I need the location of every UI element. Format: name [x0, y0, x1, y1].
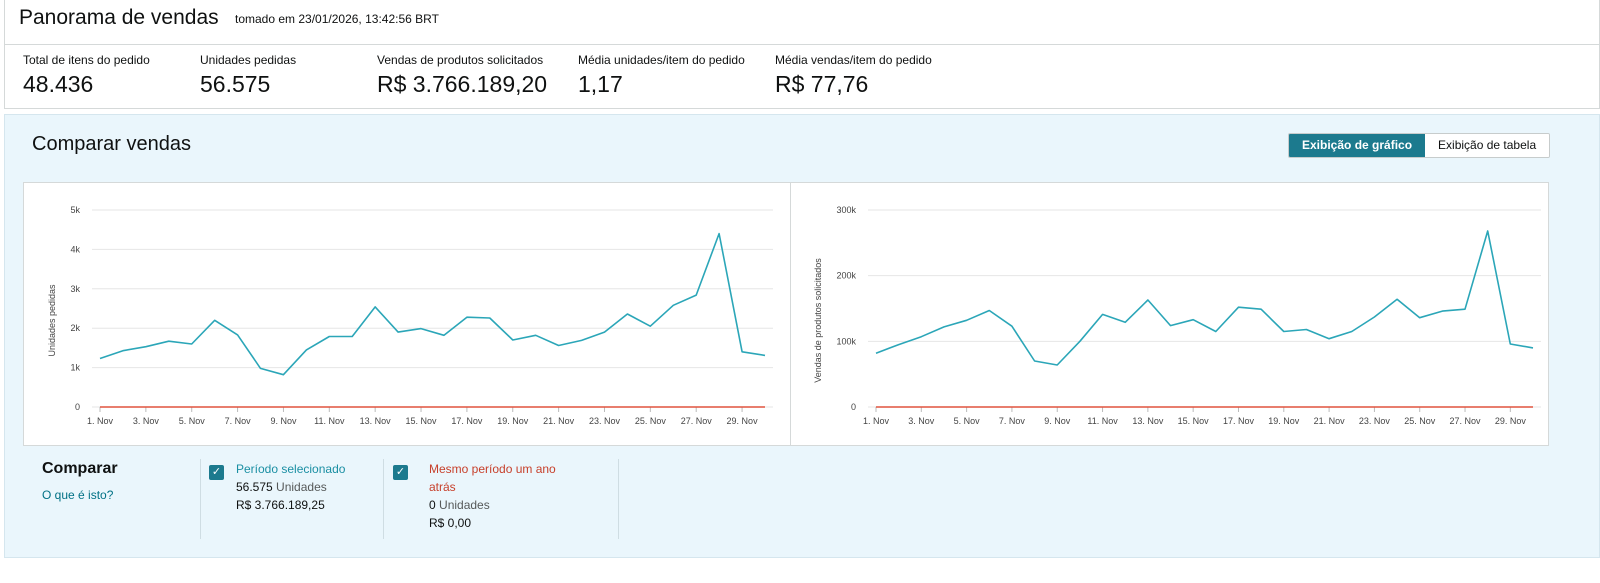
x-tick-label: 5. Nov: [179, 416, 206, 426]
compare-sales-panel: Comparar vendas Exibição de gráfico Exib…: [4, 114, 1600, 558]
table-view-button[interactable]: Exibição de tabela: [1425, 134, 1550, 157]
x-tick-label: 7. Nov: [999, 416, 1026, 426]
legend-separator: [383, 459, 384, 539]
metric-units: Unidades pedidas 56.575: [200, 53, 296, 98]
legend-separator: [200, 459, 201, 539]
metric-value: 1,17: [578, 71, 623, 97]
x-tick-label: 25. Nov: [1404, 416, 1436, 426]
legend-item-amount: R$ 0,00: [429, 516, 472, 530]
x-tick-label: 19. Nov: [497, 416, 529, 426]
x-tick-label: 7. Nov: [225, 416, 252, 426]
legend-separator: [618, 459, 619, 539]
y-tick-label: 3k: [70, 284, 80, 294]
metric-sales: Vendas de produtos solicitados R$ 3.766.…: [377, 53, 547, 98]
metric-label: Média unidades/item do pedido: [578, 53, 745, 67]
metric-value: 56.575: [200, 71, 271, 97]
y-tick-label: 2k: [70, 323, 80, 333]
x-tick-label: 3. Nov: [133, 416, 160, 426]
x-tick-label: 1. Nov: [863, 416, 890, 426]
x-tick-label: 25. Nov: [635, 416, 667, 426]
timestamp: tomado em 23/01/2026, 13:42:56 BRT: [235, 12, 439, 26]
x-tick-label: 9. Nov: [270, 416, 297, 426]
series-line[interactable]: [99, 232, 766, 376]
x-tick-label: 11. Nov: [1087, 416, 1118, 426]
charts-container: 0 1k 2k 3k 4k 5k 1. Nov 3. Nov 5. Nov 7. Nov 9. No…: [23, 182, 1549, 446]
x-tick-label: 3. Nov: [908, 416, 935, 426]
x-tick-label: 27. Nov: [681, 416, 713, 426]
x-tick-label: 19. Nov: [1268, 416, 1300, 426]
x-tick-label: 27. Nov: [1450, 416, 1482, 426]
x-tick-label: 17. Nov: [1223, 416, 1255, 426]
y-axis-label: Vendas de produtos solicitados: [813, 258, 823, 383]
metric-label: Vendas de produtos solicitados: [377, 53, 544, 67]
y-tick-label: 100k: [836, 336, 856, 346]
metric-avg-sales: Média vendas/item do pedido R$ 77,76: [775, 53, 932, 98]
y-tick-label: 200k: [836, 271, 856, 281]
legend-item-label: Período selecionado: [236, 462, 346, 476]
y-tick-label: 0: [851, 402, 856, 412]
metric-value: R$ 77,76: [775, 71, 869, 97]
metric-total-items: Total de itens do pedido 48.436: [23, 53, 150, 98]
x-tick-label: 15. Nov: [406, 416, 438, 426]
metric-value: R$ 3.766.189,20: [377, 71, 548, 97]
metric-avg-units: Média unidades/item do pedido 1,17: [578, 53, 745, 98]
series-line[interactable]: [875, 230, 1534, 366]
legend-item-label: Mesmo período um ano atrás: [429, 462, 556, 494]
sales-chart: 0 100k 200k 300k 1. Nov 3. Nov 5. Nov 7. Nov 9. …: [813, 205, 1541, 426]
graph-view-button[interactable]: Exibição de gráfico: [1289, 134, 1426, 157]
last-year-checkbox[interactable]: ✓: [393, 465, 408, 480]
page-header: Panorama de vendas tomado em 23/01/2026,…: [4, 0, 1600, 45]
y-tick-label: 5k: [70, 205, 80, 215]
x-tick-label: 1. Nov: [87, 416, 114, 426]
compare-title: Comparar vendas: [32, 133, 191, 155]
x-tick-label: 29. Nov: [1495, 416, 1527, 426]
units-chart: 0 1k 2k 3k 4k 5k 1. Nov 3. Nov 5. Nov 7. Nov 9. No…: [47, 205, 773, 426]
x-tick-label: 15. Nov: [1178, 416, 1210, 426]
x-tick-label: 29. Nov: [727, 416, 759, 426]
legend-item-unit: Unidades: [276, 480, 327, 494]
x-tick-label: 21. Nov: [1314, 416, 1346, 426]
metric-label: Total de itens do pedido: [23, 53, 150, 67]
metric-label: Unidades pedidas: [200, 53, 297, 67]
metrics-bar: Total de itens do pedido 48.436 Unidades…: [4, 45, 1600, 109]
x-tick-label: 13. Nov: [1132, 416, 1164, 426]
compare-legend-title: Comparar: [42, 460, 118, 477]
x-tick-label: 21. Nov: [543, 416, 575, 426]
legend-item-selected: Período selecionado 56.575 Unidades R$ 3…: [236, 460, 376, 514]
x-tick-label: 23. Nov: [589, 416, 621, 426]
x-tick-label: 17. Nov: [451, 416, 483, 426]
legend-item-amount: R$ 3.766.189,25: [236, 498, 325, 512]
y-tick-label: 1k: [70, 363, 80, 373]
x-tick-label: 13. Nov: [360, 416, 392, 426]
legend-item-count: 56.575: [236, 480, 273, 494]
x-tick-label: 23. Nov: [1359, 416, 1391, 426]
legend-item-count: 0: [429, 498, 436, 512]
metric-value: 48.436: [23, 71, 94, 97]
y-tick-label: 0: [75, 402, 80, 412]
legend-item-last-year: Mesmo período um ano atrás 0 Unidades R$…: [429, 460, 579, 532]
y-axis-label: Unidades pedidas: [47, 284, 57, 357]
x-tick-label: 9. Nov: [1044, 416, 1071, 426]
x-tick-label: 5. Nov: [954, 416, 981, 426]
x-tick-label: 11. Nov: [314, 416, 345, 426]
compare-legend: Comparar O que é isto? ✓ Período selecio…: [5, 455, 1600, 545]
view-toggle: Exibição de gráfico Exibição de tabela: [1288, 133, 1551, 158]
page-title: Panorama de vendas: [19, 6, 219, 29]
y-tick-label: 300k: [836, 205, 856, 215]
what-is-this-link[interactable]: O que é isto?: [42, 488, 114, 502]
legend-item-unit: Unidades: [439, 498, 490, 512]
chart-divider: [790, 183, 791, 445]
selected-period-checkbox[interactable]: ✓: [209, 465, 224, 480]
y-tick-label: 4k: [70, 244, 80, 254]
metric-label: Média vendas/item do pedido: [775, 53, 932, 67]
